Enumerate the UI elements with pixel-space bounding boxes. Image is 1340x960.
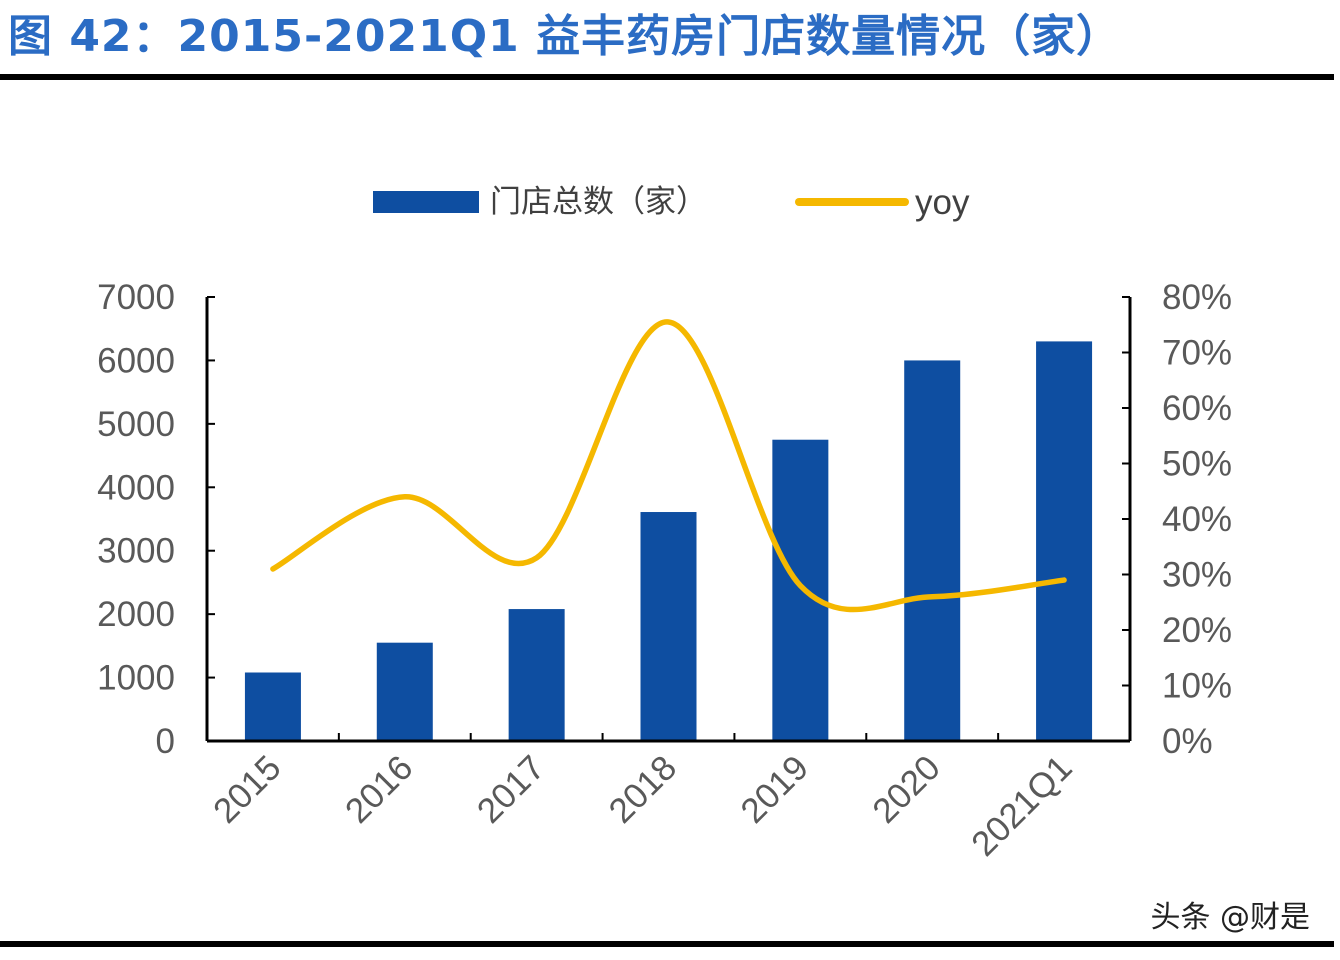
right-tick-label-20%: 20% bbox=[1162, 611, 1232, 650]
watermark: 头条 @财是 bbox=[1150, 900, 1310, 935]
bar-2017 bbox=[508, 609, 565, 741]
chart-title: 图 42：2015-2021Q1 益丰药房门店数量情况（家） bbox=[8, 11, 1122, 62]
x-label-2019: 2019 bbox=[733, 748, 816, 831]
x-label-2016: 2016 bbox=[338, 748, 421, 831]
legend: 门店总数（家） yoy bbox=[373, 183, 970, 222]
right-tick-label-0%: 0% bbox=[1162, 722, 1213, 761]
x-label-2021Q1: 2021Q1 bbox=[964, 748, 1080, 864]
right-tick-label-80%: 80% bbox=[1162, 278, 1232, 317]
bar-series bbox=[244, 341, 1093, 741]
bottom-rule bbox=[0, 941, 1334, 947]
yoy-line bbox=[270, 319, 1067, 613]
left-tick-label-7000: 7000 bbox=[97, 278, 175, 317]
x-label-2017: 2017 bbox=[470, 748, 553, 831]
bar-2020 bbox=[904, 360, 961, 741]
right-tick-label-40%: 40% bbox=[1162, 500, 1232, 539]
right-tick-label-30%: 30% bbox=[1162, 556, 1232, 595]
x-label-2015: 2015 bbox=[206, 748, 289, 831]
x-label-2018: 2018 bbox=[602, 748, 685, 831]
yoy-series bbox=[270, 319, 1067, 613]
right-tick-label-10%: 10% bbox=[1162, 667, 1232, 706]
right-tick-label-50%: 50% bbox=[1162, 445, 1232, 484]
x-label-2020: 2020 bbox=[865, 748, 948, 831]
left-tick-label-3000: 3000 bbox=[97, 532, 175, 571]
bar-2015 bbox=[244, 672, 301, 741]
legend-bar-label: 门店总数（家） bbox=[490, 184, 707, 220]
legend-line-label: yoy bbox=[915, 183, 970, 222]
left-tick-label-6000: 6000 bbox=[97, 341, 175, 380]
left-tick-label-2000: 2000 bbox=[97, 595, 175, 634]
bar-2018 bbox=[640, 512, 697, 741]
left-tick-label-0: 0 bbox=[156, 722, 175, 761]
right-tick-label-60%: 60% bbox=[1162, 389, 1232, 428]
left-tick-label-4000: 4000 bbox=[97, 468, 175, 507]
bar-2019 bbox=[772, 439, 829, 741]
top-rule bbox=[0, 74, 1334, 80]
bar-2016 bbox=[376, 642, 433, 741]
bar-2021Q1 bbox=[1036, 341, 1093, 741]
left-tick-label-1000: 1000 bbox=[97, 659, 175, 698]
right-tick-label-70%: 70% bbox=[1162, 334, 1232, 373]
legend-bar-swatch bbox=[373, 191, 479, 213]
left-tick-label-5000: 5000 bbox=[97, 405, 175, 444]
